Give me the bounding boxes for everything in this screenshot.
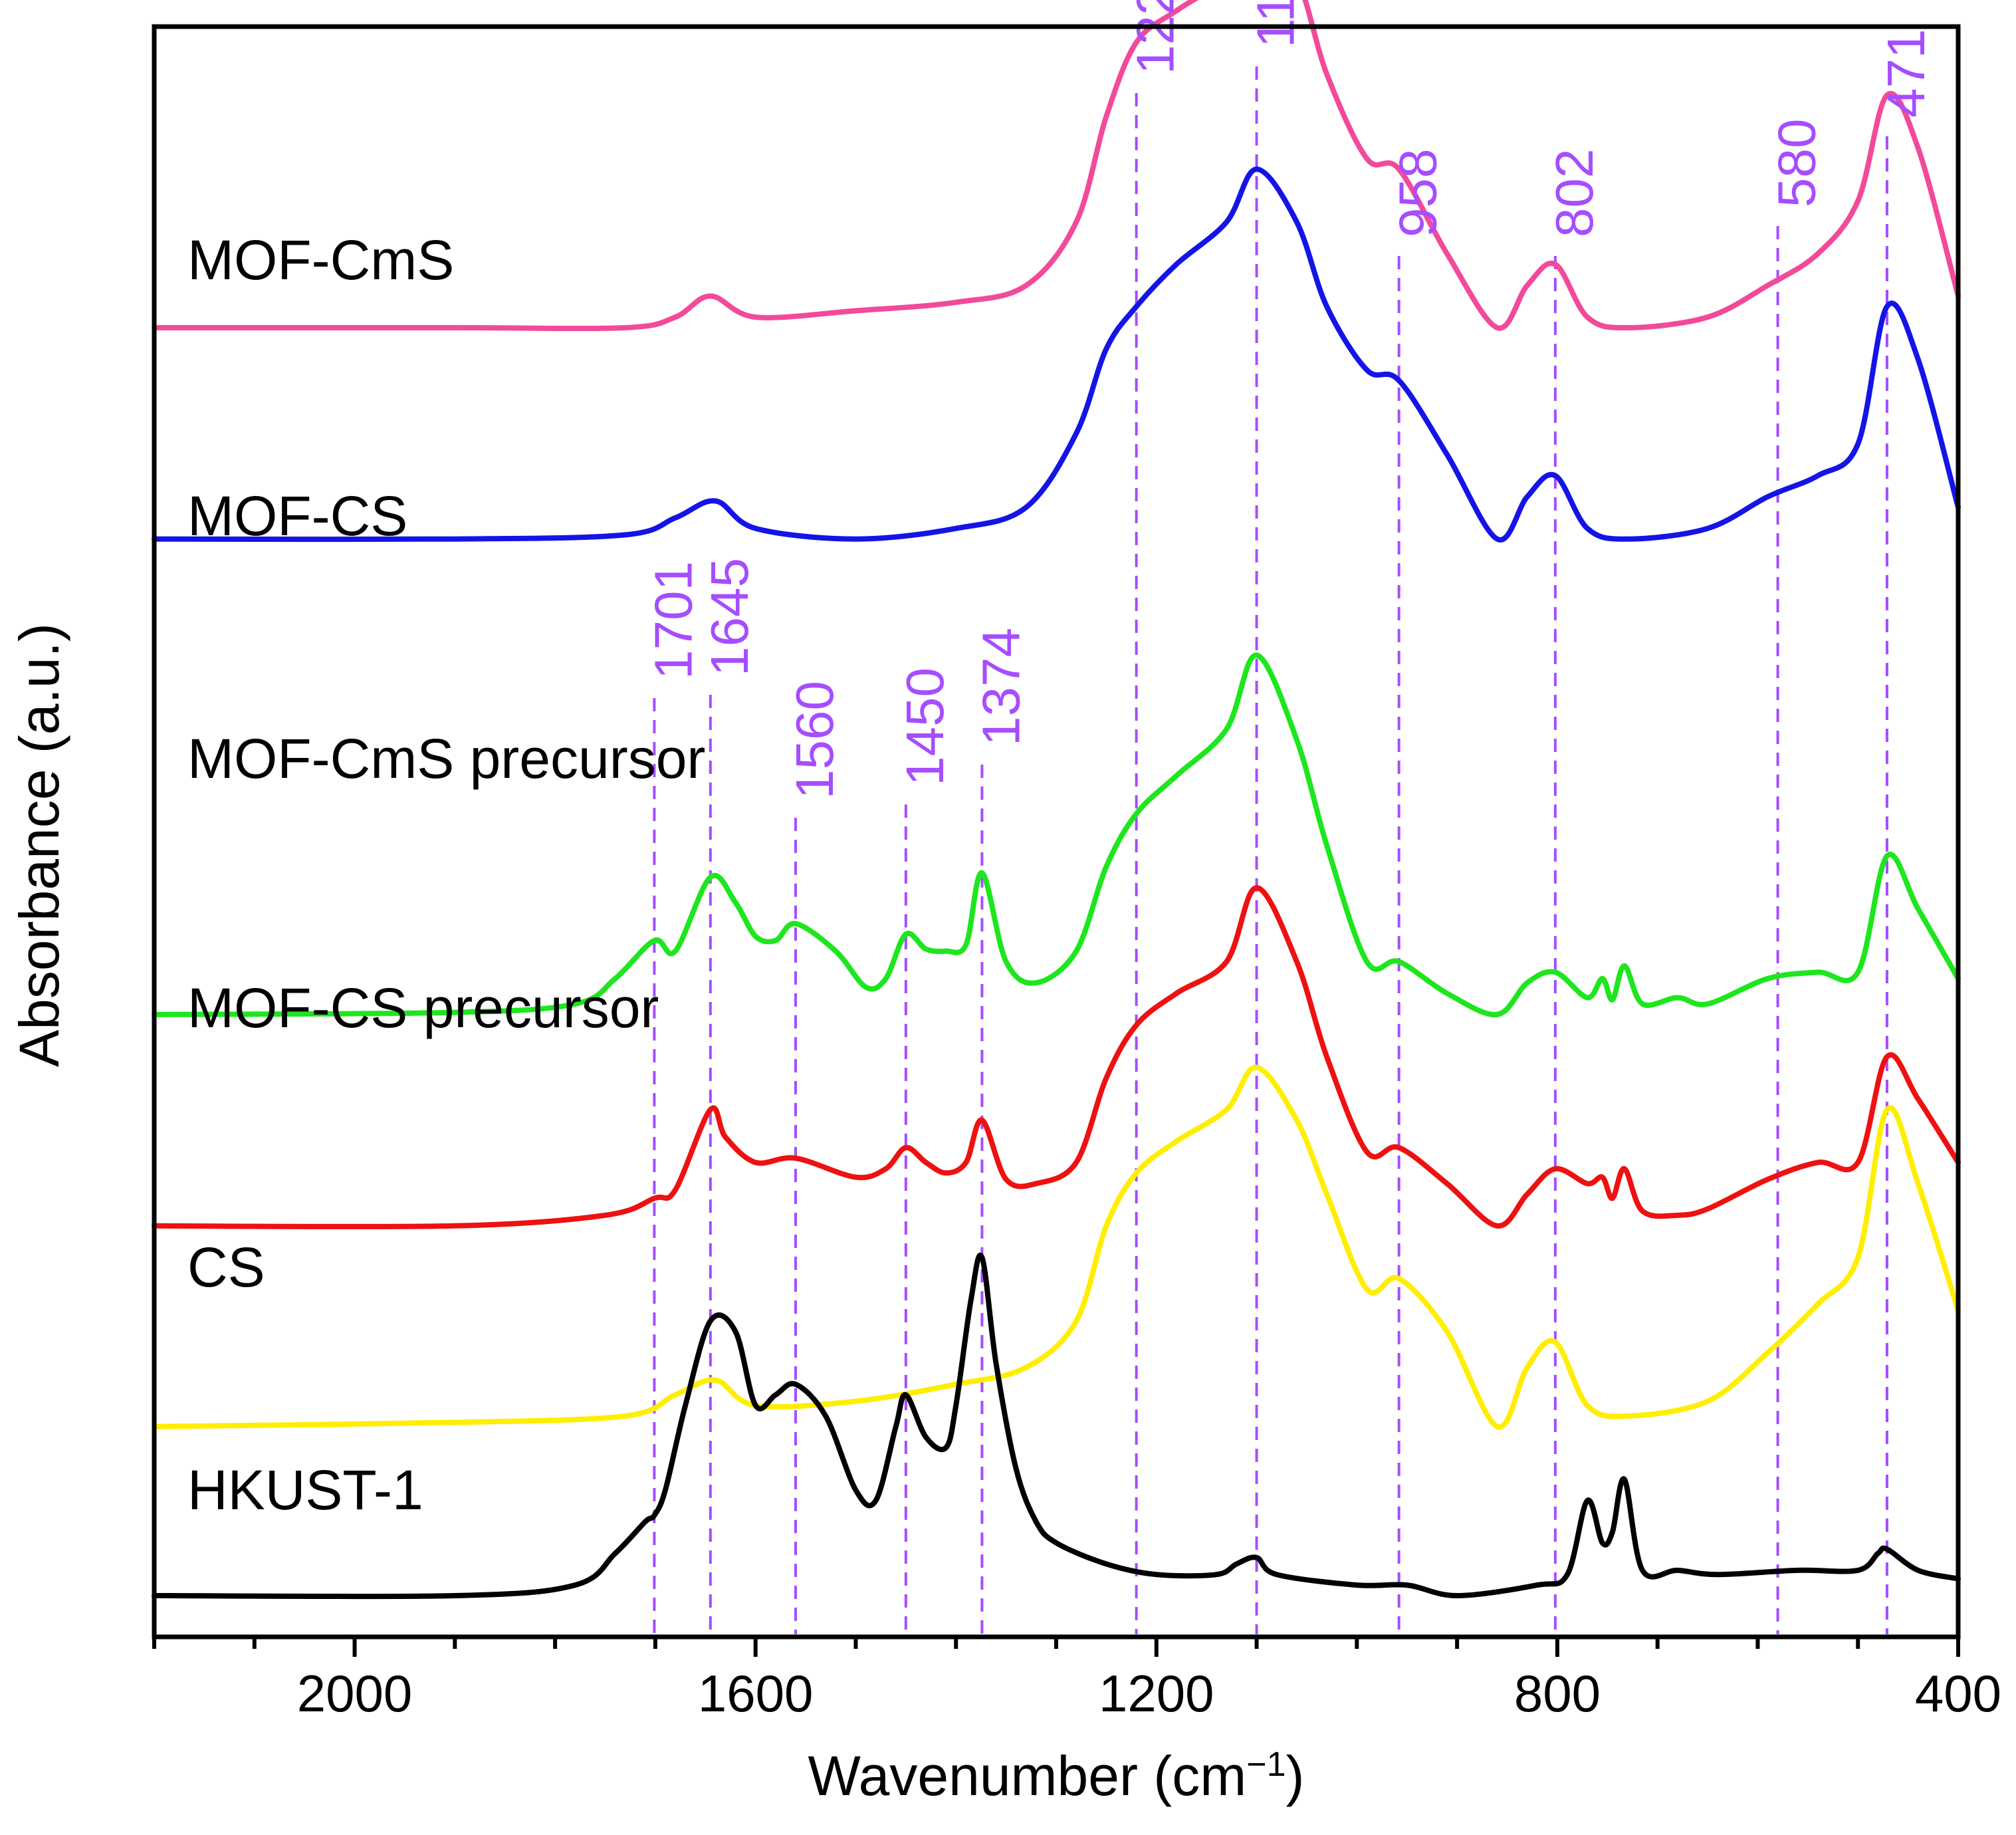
x-tick-label-1200: 1200 (1099, 1664, 1214, 1723)
peak-label-580: 580 (1767, 119, 1827, 207)
series-label-mof-cs: MOF-CS (187, 485, 407, 547)
series-layer (152, 0, 1961, 1600)
peak-label-1374: 1374 (971, 628, 1030, 746)
peak-label-1100: 1100 (1246, 0, 1305, 48)
x-axis-title: Wavenumber (cm−1) (808, 1745, 1305, 1807)
x-axis-title-sup: −1 (1246, 1745, 1286, 1784)
peak-label-471: 471 (1876, 29, 1936, 118)
peak-label-802: 802 (1545, 149, 1604, 237)
series-line-cs (152, 1064, 1961, 1430)
peak-label-1560: 1560 (785, 681, 844, 799)
peak-lines (653, 66, 1888, 1634)
series-line-hkust-1 (152, 1253, 1961, 1600)
x-tick-label-2000: 2000 (297, 1664, 413, 1723)
series-line-mof-cms-precursor (152, 652, 1961, 1018)
peak-label-1220: 1220 (1126, 0, 1185, 74)
x-ticks: 2000 1600 1200 800 400 (152, 1637, 2001, 1723)
x-tick-label-1600: 1600 (698, 1664, 814, 1723)
series-line-mof-cs-precursor (152, 885, 1961, 1229)
series-label-mof-cms-precursor: MOF-CmS precursor (187, 727, 705, 790)
peak-label-1701: 1701 (643, 561, 703, 679)
series-labels: MOF-CmS MOF-CS MOF-CmS precursor MOF-CS pre… (187, 229, 705, 1521)
series-label-cs: CS (187, 1236, 265, 1298)
peak-label-1645: 1645 (700, 558, 759, 676)
x-tick-label-400: 400 (1915, 1664, 2001, 1723)
series-label-hkust-1: HKUST-1 (187, 1459, 423, 1521)
peak-label-1450: 1450 (895, 668, 954, 786)
series-label-mof-cs-precursor: MOF-CS precursor (187, 977, 659, 1039)
x-tick-label-800: 800 (1514, 1664, 1601, 1723)
series-label-mof-cms: MOF-CmS (187, 229, 454, 291)
series-line-mof-cms (152, 0, 1961, 332)
y-axis-title: Absorbance (a.u.) (8, 623, 70, 1067)
peak-label-958: 958 (1389, 149, 1448, 237)
series-line-mof-cs (152, 166, 1961, 543)
